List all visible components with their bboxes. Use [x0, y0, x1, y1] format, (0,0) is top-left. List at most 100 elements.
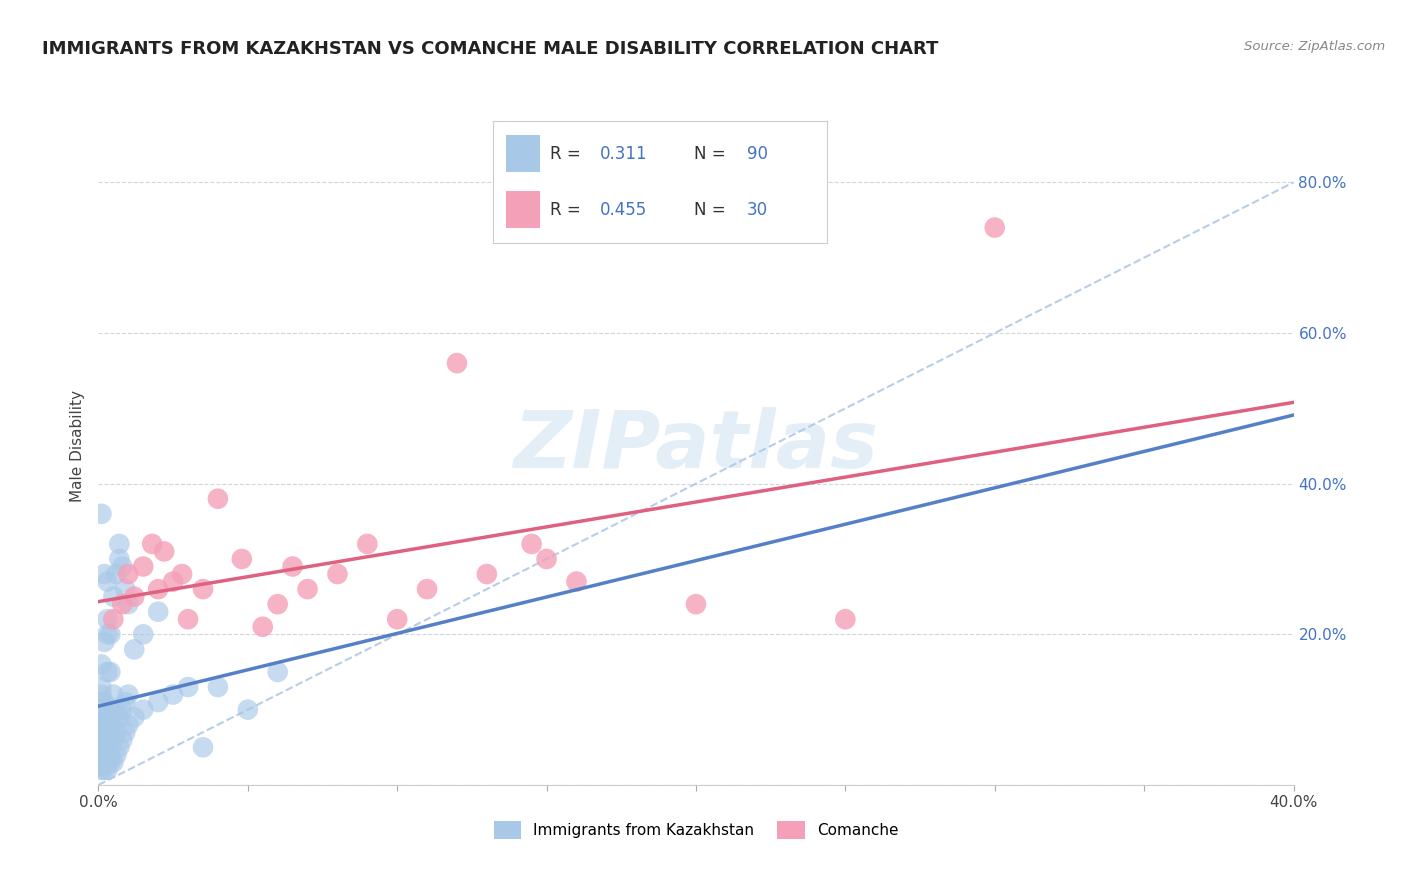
Point — [103, 756, 125, 770]
Point — [446, 356, 468, 370]
Point — [103, 732, 125, 747]
Point — [267, 665, 290, 679]
Point — [93, 725, 115, 739]
Point — [103, 688, 125, 702]
Point — [520, 537, 543, 551]
Point — [90, 703, 112, 717]
Point — [252, 620, 274, 634]
Point — [141, 537, 163, 551]
Point — [162, 688, 184, 702]
Point — [90, 737, 112, 751]
Text: Source: ZipAtlas.com: Source: ZipAtlas.com — [1244, 40, 1385, 54]
Point — [90, 706, 112, 721]
Point — [114, 582, 136, 596]
Point — [172, 567, 194, 582]
Point — [148, 605, 170, 619]
Point — [416, 582, 439, 596]
Point — [90, 688, 112, 702]
Point — [90, 722, 112, 736]
Point — [96, 756, 118, 770]
Point — [267, 597, 290, 611]
Point — [93, 710, 115, 724]
Point — [111, 597, 134, 611]
Point — [117, 717, 139, 731]
Point — [93, 703, 115, 717]
Point — [96, 710, 118, 724]
Point — [105, 747, 128, 762]
Point — [98, 703, 122, 717]
Point — [90, 729, 112, 743]
Point — [98, 717, 122, 731]
Point — [96, 725, 118, 739]
Point — [124, 710, 146, 724]
Point — [153, 544, 176, 558]
Point — [207, 680, 229, 694]
Point — [96, 747, 118, 762]
Point — [90, 763, 112, 777]
Point — [90, 732, 112, 747]
Point — [177, 612, 200, 626]
Point — [105, 725, 128, 739]
Point — [98, 665, 122, 679]
Text: ZIPatlas: ZIPatlas — [513, 407, 879, 485]
Point — [90, 695, 112, 709]
Point — [326, 567, 349, 582]
Point — [103, 590, 125, 604]
Point — [297, 582, 319, 596]
Text: IMMIGRANTS FROM KAZAKHSTAN VS COMANCHE MALE DISABILITY CORRELATION CHART: IMMIGRANTS FROM KAZAKHSTAN VS COMANCHE M… — [42, 40, 939, 58]
Point — [108, 537, 131, 551]
Y-axis label: Male Disability: Male Disability — [70, 390, 86, 502]
Point — [96, 717, 118, 731]
Point — [105, 567, 128, 582]
Point — [162, 574, 184, 589]
Point — [90, 710, 112, 724]
Point — [103, 612, 125, 626]
Point — [103, 710, 125, 724]
Point — [90, 714, 112, 728]
Point — [93, 635, 115, 649]
Point — [98, 627, 122, 641]
Point — [148, 695, 170, 709]
Point — [90, 507, 112, 521]
Point — [96, 665, 118, 679]
Point — [93, 763, 115, 777]
Point — [984, 220, 1007, 235]
Point — [90, 657, 112, 672]
Point — [90, 751, 112, 765]
Point — [117, 597, 139, 611]
Point — [231, 552, 253, 566]
Point — [536, 552, 558, 566]
Point — [191, 582, 214, 596]
Point — [117, 688, 139, 702]
Point — [108, 710, 131, 724]
Point — [191, 740, 214, 755]
Point — [236, 703, 259, 717]
Point — [90, 747, 112, 762]
Point — [124, 642, 146, 657]
Point — [90, 740, 112, 755]
Point — [98, 747, 122, 762]
Point — [565, 574, 588, 589]
Point — [132, 627, 155, 641]
Point — [96, 763, 118, 777]
Point — [177, 680, 200, 694]
Point — [207, 491, 229, 506]
Point — [108, 740, 131, 755]
Point — [114, 725, 136, 739]
Point — [114, 695, 136, 709]
Point — [93, 732, 115, 747]
Point — [475, 567, 498, 582]
Point — [124, 590, 146, 604]
Point — [98, 732, 122, 747]
Point — [111, 732, 134, 747]
Point — [117, 567, 139, 582]
Point — [685, 597, 707, 611]
Point — [96, 740, 118, 755]
Point — [93, 747, 115, 762]
Point — [96, 574, 118, 589]
Point — [834, 612, 856, 626]
Point — [148, 582, 170, 596]
Legend: Immigrants from Kazakhstan, Comanche: Immigrants from Kazakhstan, Comanche — [488, 815, 904, 845]
Point — [105, 703, 128, 717]
Point — [111, 559, 134, 574]
